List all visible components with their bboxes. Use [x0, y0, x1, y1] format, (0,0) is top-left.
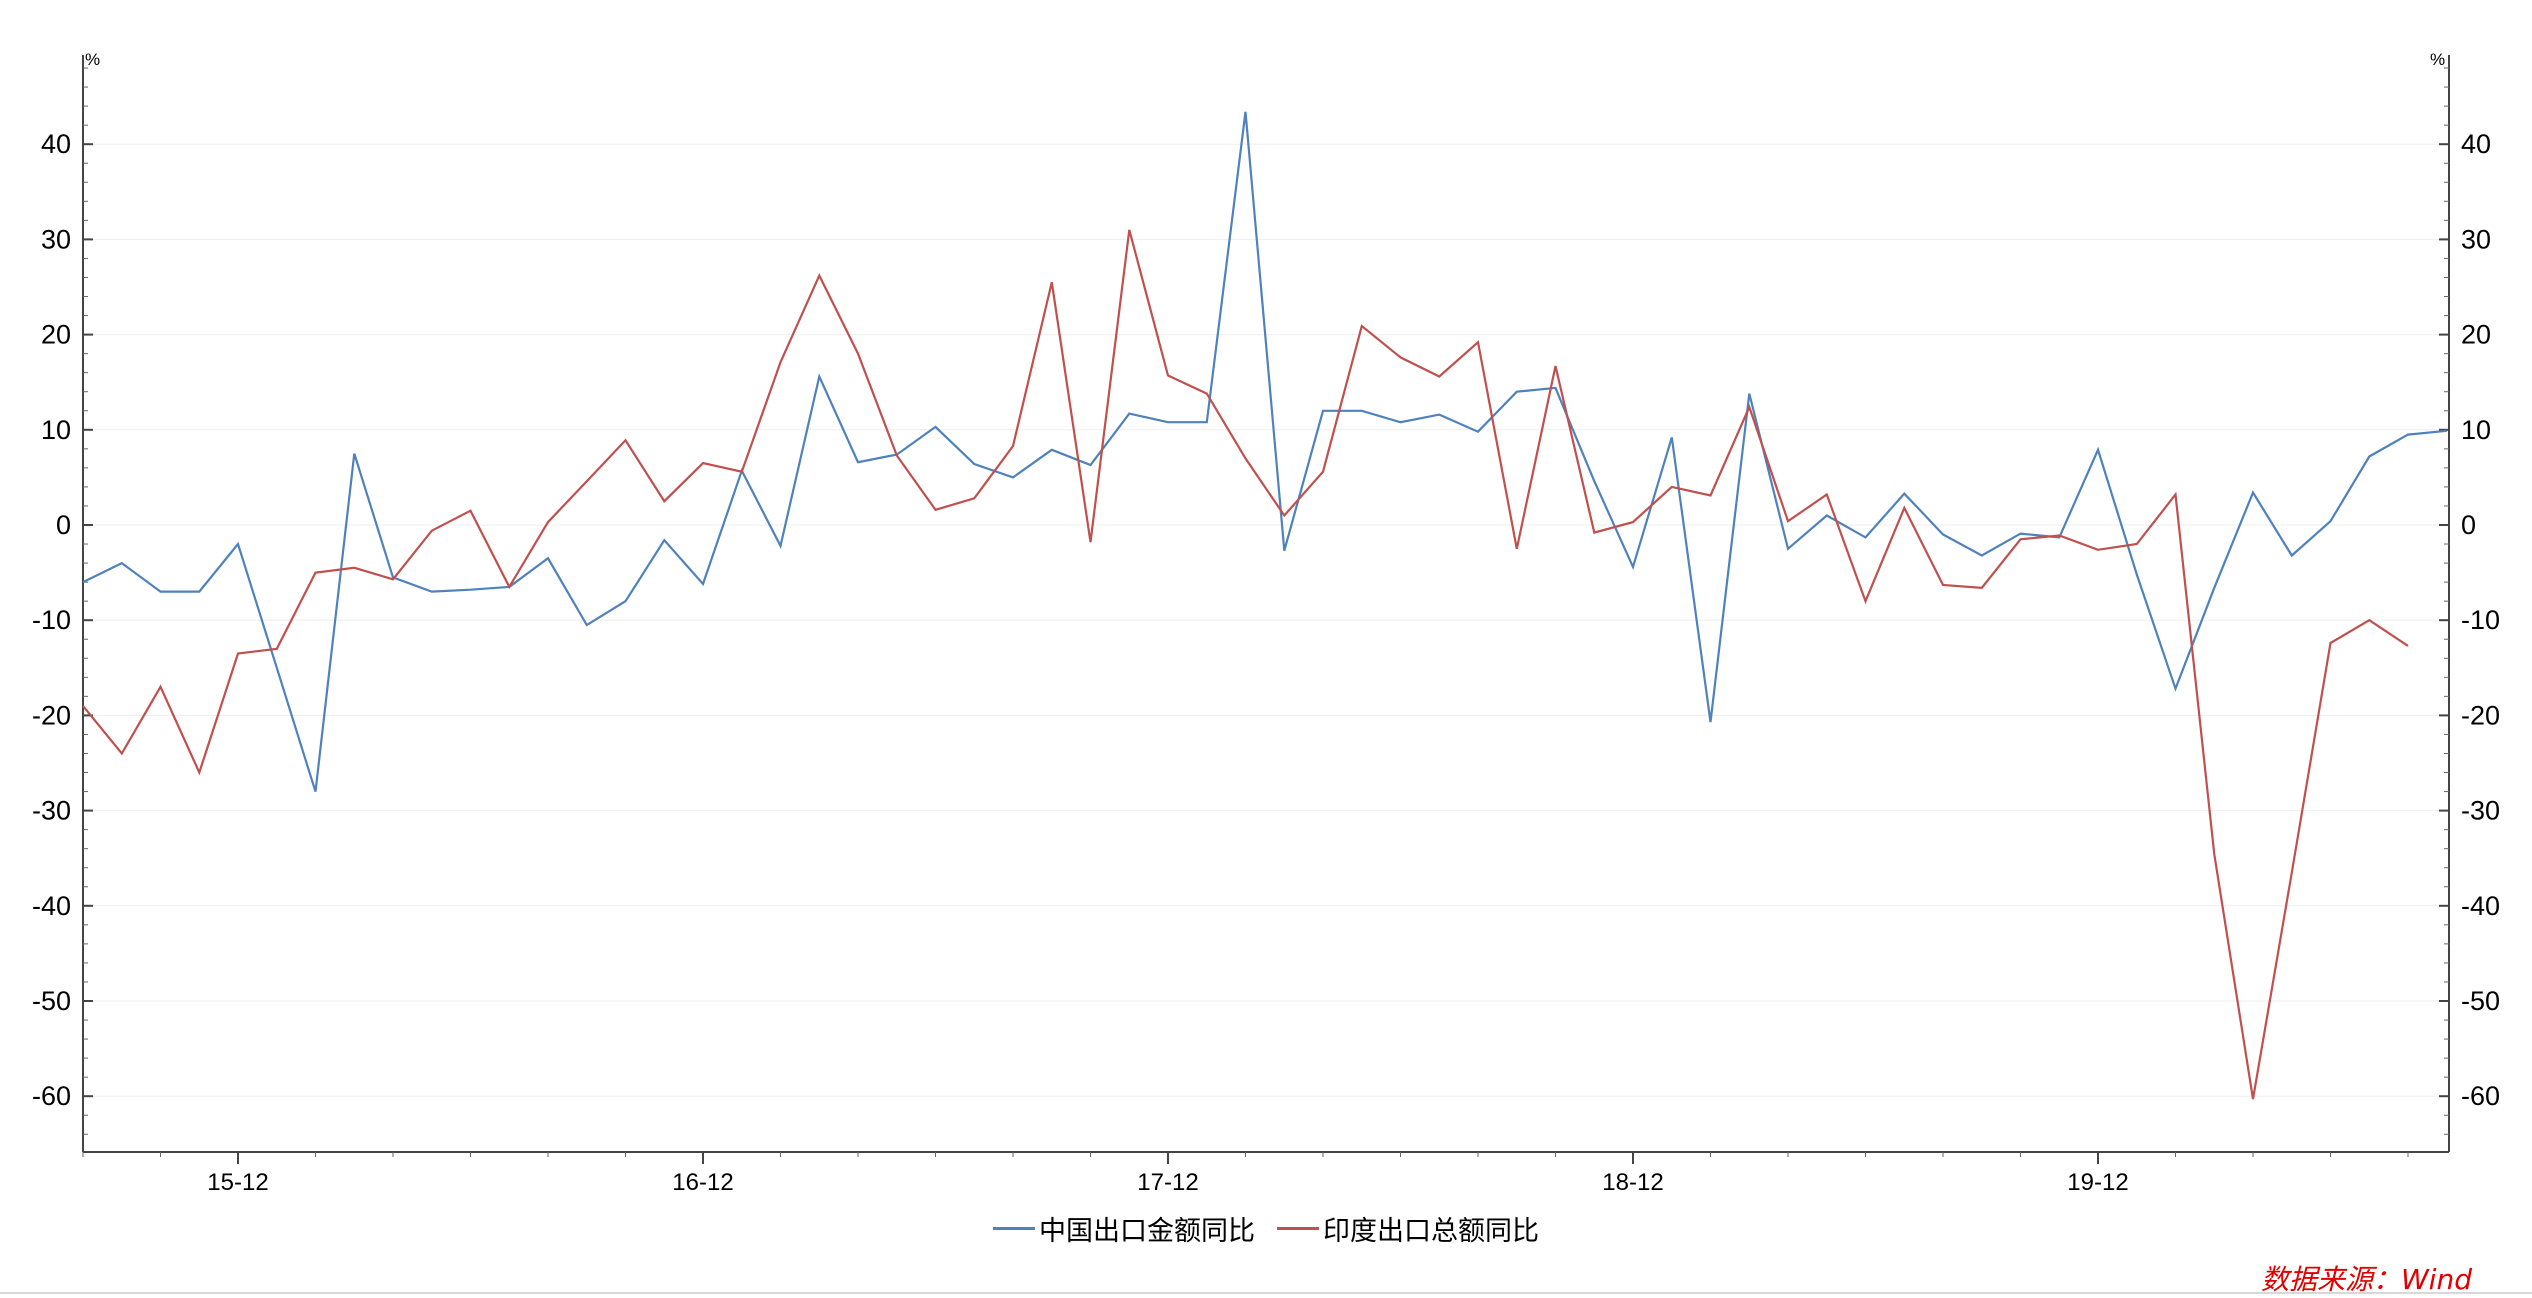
legend-item-india: 印度出口总额同比	[1277, 1209, 1539, 1248]
x-tick-label: 15-12	[207, 1169, 268, 1196]
right-axis-unit: %	[2430, 50, 2445, 69]
y-tick-label-left: -30	[32, 796, 71, 826]
y-tick-label-right: 0	[2461, 510, 2476, 540]
x-tick-label: 17-12	[1137, 1169, 1198, 1196]
y-tick-label-right: 40	[2461, 129, 2491, 159]
y-tick-label-left: 0	[56, 510, 71, 540]
y-tick-label-right: -40	[2461, 891, 2500, 921]
legend: 中国出口金额同比 印度出口总额同比	[0, 1208, 2532, 1248]
x-tick-label: 16-12	[672, 1169, 733, 1196]
legend-label-india: 印度出口总额同比	[1323, 1209, 1539, 1248]
y-tick-label-left: -60	[32, 1081, 71, 1111]
series-line-india-exports	[83, 230, 2408, 1099]
axes	[83, 55, 2449, 1164]
legend-swatch-china	[993, 1227, 1035, 1230]
y-tick-label-left: 20	[41, 320, 71, 350]
y-tick-label-right: -20	[2461, 700, 2500, 730]
y-tick-label-right: -60	[2461, 1081, 2500, 1111]
y-tick-label-right: -50	[2461, 986, 2500, 1016]
y-tick-label-right: -10	[2461, 605, 2500, 635]
right-y-axis: 40 30 20 10 0 -10 -20 -30 -40 -50 -60	[2461, 129, 2500, 1111]
y-tick-label-right: -30	[2461, 796, 2500, 826]
x-tick-label: 19-12	[2067, 1169, 2128, 1196]
y-tick-label-right: 10	[2461, 415, 2491, 445]
y-tick-label-left: -20	[32, 700, 71, 730]
x-axis: 15-12 16-12 17-12 18-12 19-12	[207, 1169, 2128, 1196]
y-tick-label-left: -40	[32, 891, 71, 921]
y-tick-label-right: 20	[2461, 320, 2491, 350]
gridlines	[83, 144, 2449, 1096]
y-tick-label-right: 30	[2461, 224, 2491, 254]
legend-label-china: 中国出口金额同比	[1039, 1209, 1255, 1248]
left-y-axis: 40 30 20 10 0 -10 -20 -30 -40 -50 -60	[32, 129, 71, 1111]
series-lines	[83, 112, 2447, 1099]
legend-item-china: 中国出口金额同比	[993, 1209, 1255, 1248]
y-tick-label-left: -10	[32, 605, 71, 635]
series-line-china-exports	[83, 112, 2447, 792]
y-tick-label-left: 30	[41, 224, 71, 254]
y-tick-label-left: 10	[41, 415, 71, 445]
x-tick-label: 18-12	[1602, 1169, 1663, 1196]
left-axis-unit: %	[85, 50, 100, 69]
y-tick-label-left: -50	[32, 986, 71, 1016]
bottom-divider	[0, 1292, 2532, 1294]
y-tick-label-left: 40	[41, 129, 71, 159]
legend-swatch-india	[1277, 1227, 1319, 1230]
